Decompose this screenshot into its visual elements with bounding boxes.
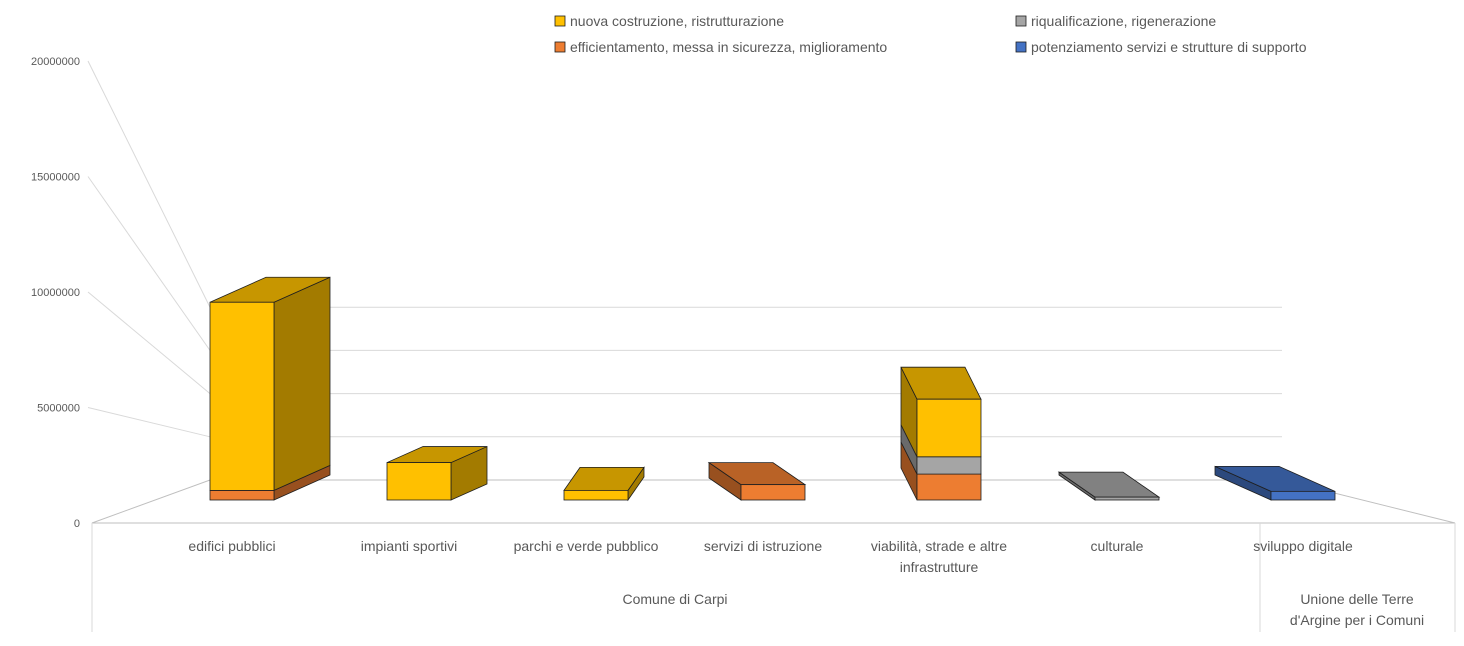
category-axis: edifici pubblici impianti sportivi parchi … xyxy=(91,523,1456,632)
legend-item: nuova costruzione, ristrutturazione xyxy=(554,13,784,29)
bar-front xyxy=(209,489,275,501)
group-label: Unione delle Terre xyxy=(1300,591,1414,607)
bar-segment xyxy=(386,445,488,501)
legend-label: riqualificazione, rigenerazione xyxy=(1031,13,1216,29)
bar-segment xyxy=(900,366,982,458)
bar-front xyxy=(1270,490,1336,501)
y-tick-label: 0 xyxy=(74,518,80,530)
bar-segment xyxy=(1057,471,1161,501)
legend-item: potenziamento servizi e strutture di sup… xyxy=(1015,39,1307,55)
bar-front xyxy=(916,456,982,475)
bars xyxy=(209,276,1336,502)
legend-label: nuova costruzione, ristrutturazione xyxy=(570,13,784,29)
bar-front xyxy=(916,398,982,458)
bar-segment xyxy=(209,276,331,492)
legend: nuova costruzione, ristrutturazione riqua… xyxy=(554,13,1307,55)
bar-front xyxy=(209,301,275,491)
legend-swatch xyxy=(1015,41,1027,53)
category-label: edifici pubblici xyxy=(188,538,275,554)
legend-swatch xyxy=(554,41,566,53)
bar-front xyxy=(916,473,982,501)
category-label: sviluppo digitale xyxy=(1253,538,1353,554)
category-label: infrastrutture xyxy=(900,559,979,575)
gridline xyxy=(87,60,1282,308)
category-label: culturale xyxy=(1091,538,1144,554)
y-tick-label: 20000000 xyxy=(31,56,80,68)
category-label: impianti sportivi xyxy=(361,538,457,554)
legend-swatch xyxy=(554,15,566,27)
legend-label: potenziamento servizi e strutture di sup… xyxy=(1031,39,1307,55)
y-tick-label: 10000000 xyxy=(31,287,80,299)
bar-front xyxy=(1094,496,1160,501)
group-label: Comune di Carpi xyxy=(622,591,727,607)
bar-front xyxy=(386,462,452,501)
y-tick-label: 15000000 xyxy=(31,172,80,184)
legend-label: efficientamento, messa in sicurezza, mig… xyxy=(570,39,887,55)
y-axis-ticks: 0 5000000 10000000 15000000 20000000 xyxy=(31,56,80,530)
category-axis-lines xyxy=(91,523,1456,632)
legend-item: riqualificazione, rigenerazione xyxy=(1015,13,1216,29)
category-label: viabilità, strade e altre xyxy=(871,538,1007,554)
group-label: d'Argine per i Comuni xyxy=(1290,612,1424,628)
bar-segment xyxy=(707,461,807,501)
category-label: parchi e verde pubblico xyxy=(514,538,659,554)
bar-segment xyxy=(563,466,645,502)
legend-item: efficientamento, messa in sicurezza, mig… xyxy=(554,39,887,55)
category-label: servizi di istruzione xyxy=(704,538,822,554)
bar-front xyxy=(563,489,629,501)
bar-front xyxy=(740,484,806,501)
y-tick-label: 5000000 xyxy=(37,403,80,415)
bar-side xyxy=(273,276,331,492)
bar-segment xyxy=(1214,465,1336,501)
legend-swatch xyxy=(1015,15,1027,27)
